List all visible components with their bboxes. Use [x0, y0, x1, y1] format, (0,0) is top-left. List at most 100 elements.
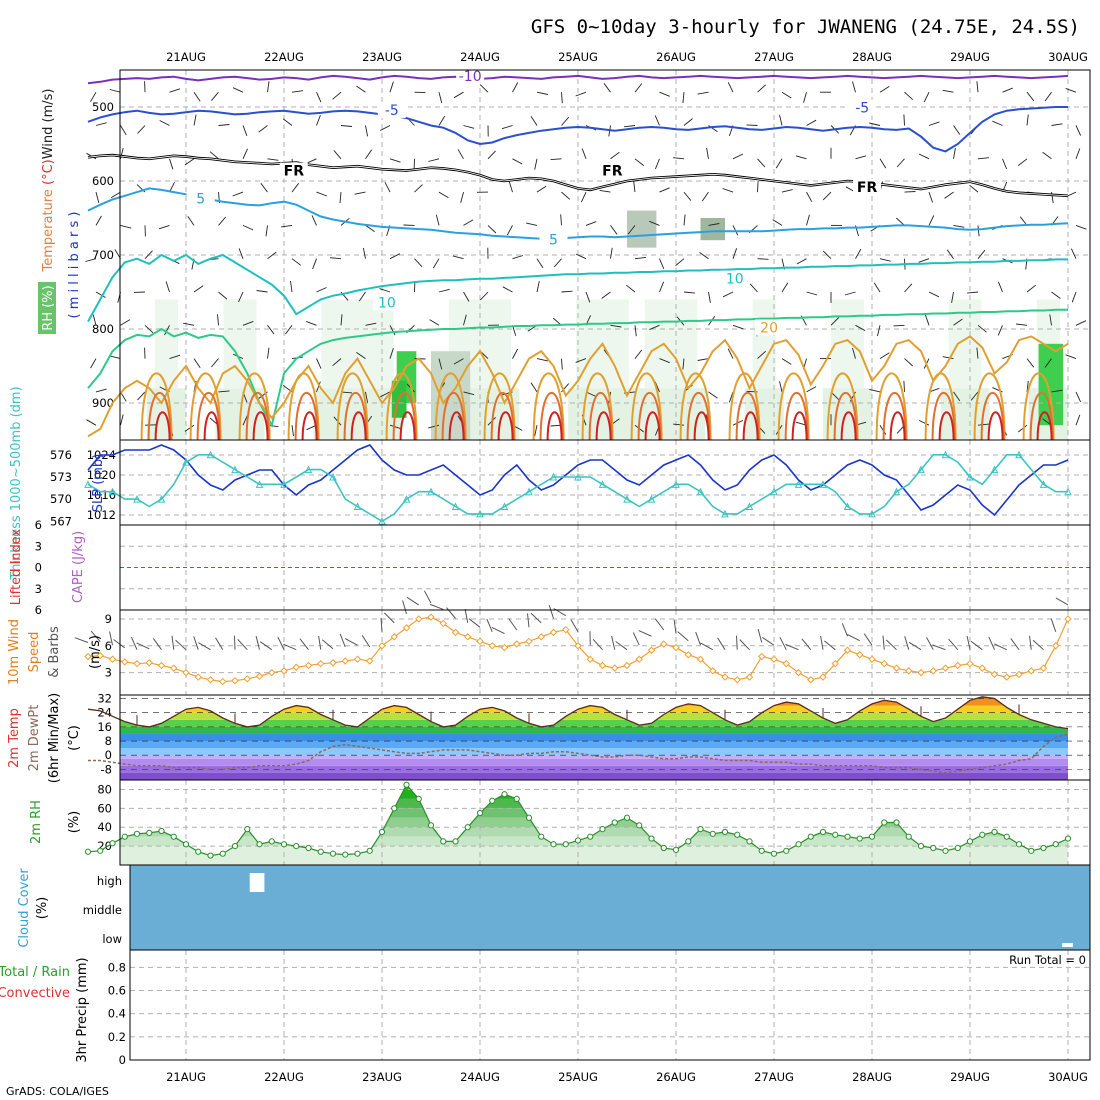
bottom-day-label: 30AUG: [1048, 1070, 1088, 1084]
thickness-marker: [892, 487, 901, 496]
wind-barb: [918, 153, 930, 160]
rh-marker: [342, 851, 349, 858]
cape-ylabel: CAPE (J/kg): [71, 531, 86, 603]
wind-speed-marker: [206, 676, 215, 684]
temp-contour-warm: [245, 392, 270, 441]
wind-barb: [512, 82, 519, 93]
temp-contour-warm: [637, 392, 662, 441]
wind-barb-10m: [361, 635, 371, 648]
temp-contour-warm: [1022, 372, 1055, 441]
temp-contour-warm: [546, 411, 563, 441]
top-day-label: 29AUG: [950, 50, 990, 64]
wind-barb: [822, 250, 832, 260]
rh-shade: [321, 299, 394, 389]
precip-ylabel: 3hr Precip (mm): [75, 957, 90, 1062]
wind-barb-10m: [464, 609, 469, 623]
thickness-marker: [868, 509, 876, 518]
wind-barb: [903, 380, 905, 392]
wind-barb: [487, 150, 496, 160]
temp-band: [120, 705, 1068, 713]
wind-barb-10m: [948, 638, 959, 651]
temp-band: [120, 755, 1068, 759]
wind-barb: [977, 423, 989, 426]
rh-marker: [795, 841, 802, 848]
wind-barb: [697, 91, 709, 95]
thickness-marker: [574, 472, 582, 481]
li-ytick: 0: [35, 561, 42, 575]
rh-marker: [966, 838, 974, 845]
wind-barb: [291, 90, 303, 93]
top-day-label: 30AUG: [1048, 50, 1088, 64]
wind-barb: [879, 352, 890, 359]
wind-speed-marker: [831, 659, 839, 668]
wind-barb: [997, 325, 1003, 336]
wind-barb: [575, 91, 587, 97]
wind-barb-10m: [739, 639, 750, 651]
wind-speed-marker: [954, 661, 962, 670]
footer-credit: GrADS: COLA/IGES: [6, 1085, 109, 1098]
wind-barb: [626, 284, 636, 293]
wind-barb: [806, 386, 817, 393]
wind-barb: [414, 184, 423, 193]
wind-barb: [722, 188, 734, 193]
temp-contour-warm: [350, 411, 367, 441]
wind-barb-10m: [611, 635, 616, 650]
bottom-day-label: 24AUG: [460, 1070, 500, 1084]
thickness-marker: [549, 472, 558, 481]
thickness-marker: [770, 487, 778, 496]
wind-barb: [316, 92, 322, 103]
series-SLP: [87, 444, 1069, 517]
wind-barb: [169, 158, 174, 170]
wind-barb: [144, 324, 154, 334]
wind-barb: [796, 258, 807, 265]
thickness-marker: [966, 472, 974, 481]
temp-contour-warm: [973, 372, 1006, 441]
wind-barb: [633, 181, 636, 193]
wind-barb: [389, 325, 396, 336]
temp-contour-warm: [777, 372, 810, 441]
wind-barb-10m: [615, 641, 628, 651]
rh-shade: [644, 299, 698, 389]
wind-speed-marker: [611, 664, 619, 672]
wind-barb: [654, 158, 660, 170]
wind-barb-10m: [113, 639, 126, 649]
thickness-marker: [84, 480, 92, 488]
wind-barb-10m: [757, 628, 763, 643]
wind-barb-10m: [779, 636, 787, 650]
wind-barb: [659, 91, 670, 97]
wind-speed-marker: [1003, 673, 1011, 681]
wind-barb: [312, 258, 317, 270]
thickness-marker: [353, 502, 362, 511]
bottom-day-label: 25AUG: [558, 1070, 598, 1084]
wind-barb: [706, 147, 709, 159]
wind-barb: [1070, 248, 1077, 259]
wind-barb-10m: [446, 607, 456, 619]
wind-speed-marker: [843, 646, 852, 654]
contour-label: FR: [284, 164, 305, 180]
wind-barb: [267, 251, 277, 260]
series-2m-dewpt: [88, 733, 1069, 774]
wind-barb-10m: [339, 633, 346, 648]
bottom-day-label: 28AUG: [852, 1070, 892, 1084]
run-total-label: Run Total = 0: [1009, 953, 1086, 967]
wind-barb: [159, 120, 170, 126]
rh-marker: [991, 828, 998, 836]
thickness-marker: [427, 487, 435, 496]
rh-marker: [329, 850, 337, 857]
wind-ytick: 6: [105, 639, 112, 653]
cloud-ytick: middle: [83, 903, 122, 917]
wind-speed-marker: [121, 658, 129, 666]
rh-marker: [942, 847, 949, 854]
wind-barb: [997, 281, 1003, 293]
rh-marker: [562, 841, 569, 848]
wind-barb: [536, 185, 547, 193]
top-day-label: 27AUG: [754, 50, 794, 64]
wind-barb: [332, 358, 342, 367]
contour-label: 10: [378, 295, 396, 311]
wind-speed-marker: [231, 676, 239, 685]
wind-barb: [822, 191, 832, 201]
temp-contour-warm: [644, 411, 661, 441]
temp-contour-warm: [448, 411, 465, 441]
wind-speed-marker: [96, 651, 104, 660]
wind-barb: [438, 358, 443, 370]
